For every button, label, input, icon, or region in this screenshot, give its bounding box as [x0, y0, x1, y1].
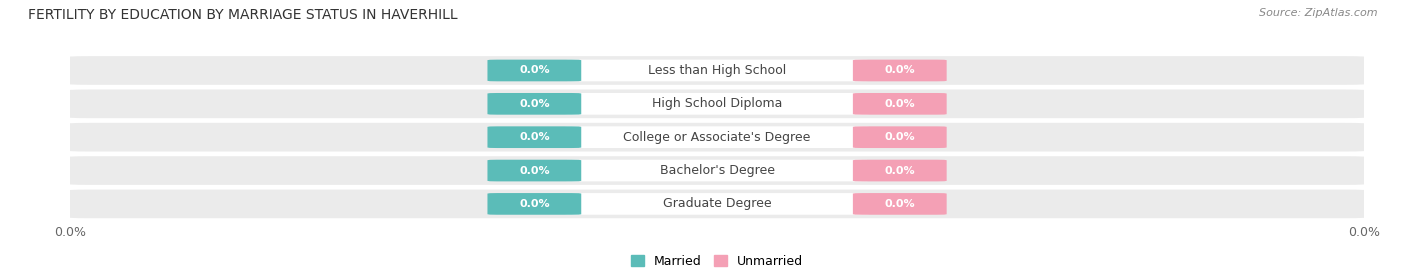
FancyBboxPatch shape — [853, 126, 946, 148]
FancyBboxPatch shape — [488, 93, 581, 115]
Text: Graduate Degree: Graduate Degree — [662, 197, 772, 210]
FancyBboxPatch shape — [488, 160, 581, 181]
Legend: Married, Unmarried: Married, Unmarried — [631, 255, 803, 268]
FancyBboxPatch shape — [853, 60, 946, 81]
FancyBboxPatch shape — [565, 93, 869, 115]
Text: 0.0%: 0.0% — [884, 132, 915, 142]
FancyBboxPatch shape — [565, 60, 869, 81]
Text: 0.0%: 0.0% — [519, 132, 550, 142]
FancyBboxPatch shape — [853, 93, 946, 115]
Text: Less than High School: Less than High School — [648, 64, 786, 77]
FancyBboxPatch shape — [488, 126, 581, 148]
FancyBboxPatch shape — [63, 190, 1371, 218]
FancyBboxPatch shape — [853, 193, 946, 215]
Text: 0.0%: 0.0% — [884, 65, 915, 76]
FancyBboxPatch shape — [565, 126, 869, 148]
Text: 0.0%: 0.0% — [884, 99, 915, 109]
Text: 0.0%: 0.0% — [519, 165, 550, 176]
Text: Source: ZipAtlas.com: Source: ZipAtlas.com — [1260, 8, 1378, 18]
FancyBboxPatch shape — [565, 160, 869, 181]
Text: College or Associate's Degree: College or Associate's Degree — [623, 131, 811, 144]
Text: 0.0%: 0.0% — [519, 65, 550, 76]
FancyBboxPatch shape — [63, 123, 1371, 151]
FancyBboxPatch shape — [63, 56, 1371, 85]
FancyBboxPatch shape — [63, 156, 1371, 185]
Text: FERTILITY BY EDUCATION BY MARRIAGE STATUS IN HAVERHILL: FERTILITY BY EDUCATION BY MARRIAGE STATU… — [28, 8, 458, 22]
Text: 0.0%: 0.0% — [884, 199, 915, 209]
Text: 0.0%: 0.0% — [884, 165, 915, 176]
FancyBboxPatch shape — [488, 60, 581, 81]
FancyBboxPatch shape — [63, 90, 1371, 118]
FancyBboxPatch shape — [565, 193, 869, 215]
Text: High School Diploma: High School Diploma — [652, 97, 782, 110]
Text: Bachelor's Degree: Bachelor's Degree — [659, 164, 775, 177]
FancyBboxPatch shape — [488, 193, 581, 215]
FancyBboxPatch shape — [853, 160, 946, 181]
Text: 0.0%: 0.0% — [519, 99, 550, 109]
Text: 0.0%: 0.0% — [519, 199, 550, 209]
